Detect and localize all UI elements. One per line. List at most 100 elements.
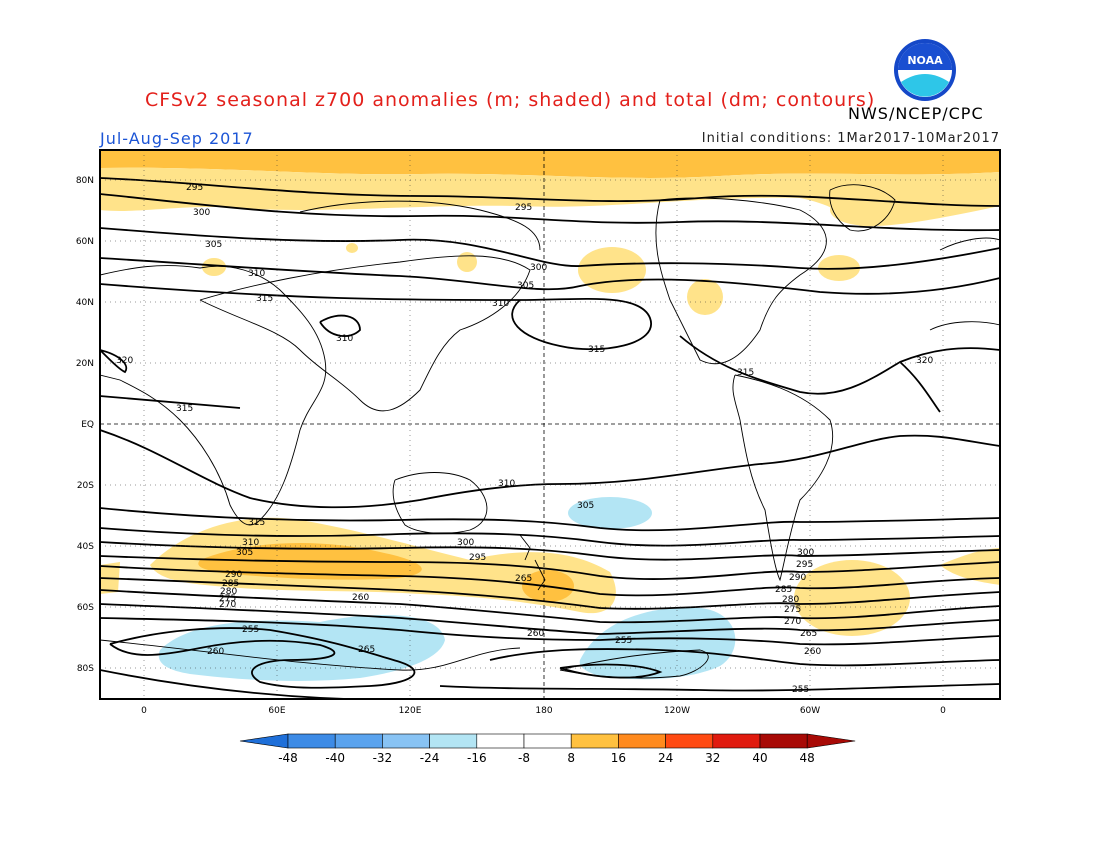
colorbar-tick-label: 24 [658, 751, 673, 765]
agency-label: NWS/NCEP/CPC [848, 104, 984, 123]
contour-label: 310 [498, 479, 515, 489]
contour-label: 300 [457, 538, 474, 548]
colorbar-swatch [476, 733, 525, 749]
contour-label: 315 [737, 368, 754, 378]
colorbar-swatch [382, 733, 430, 749]
colorbar-swatch [712, 733, 761, 749]
colorbar-tick-label: -8 [518, 751, 530, 765]
colorbar-tick-label: 16 [611, 751, 626, 765]
contour-label: 265 [800, 629, 817, 639]
contour-label: 260 [352, 593, 369, 603]
contour-label: 295 [186, 183, 203, 193]
contour-label: 310 [492, 299, 509, 309]
contour-label: 310 [248, 269, 265, 279]
lat-label: 80S [77, 664, 94, 674]
colorbar-swatch [618, 733, 666, 749]
contour-label: 305 [577, 501, 594, 511]
colorbar-tick-label: 8 [567, 751, 575, 765]
contour-label: 310 [336, 334, 353, 344]
contour-label: 260 [804, 647, 821, 657]
contour-label: 305 [236, 548, 253, 558]
lat-label: 20S [77, 481, 94, 491]
lat-label: 60N [76, 237, 94, 247]
colorbar-swatch [570, 733, 619, 749]
colorbar-tick-label: -24 [420, 751, 440, 765]
lon-label: 180 [535, 706, 552, 716]
lat-label: 40S [77, 542, 94, 552]
lat-label: 20N [76, 359, 94, 369]
contour-label: 305 [517, 281, 534, 291]
colorbar-tick-label: -32 [373, 751, 393, 765]
colorbar-swatch [665, 733, 714, 749]
contour-label: 315 [248, 518, 265, 528]
colorbar-tick-label: 40 [752, 751, 767, 765]
colorbar-tick-label: -40 [325, 751, 345, 765]
longitude-axis: 0 60E 120E 180 120W 60W 0 [141, 706, 946, 716]
lon-label: 0 [940, 706, 946, 716]
contour-label: 315 [588, 345, 605, 355]
graticule [100, 150, 1000, 699]
lon-label: 60E [268, 706, 285, 716]
colorbar-left-arrow [239, 733, 289, 749]
anomaly-shading [100, 150, 1000, 681]
colorbar-tick-label: -48 [278, 751, 298, 765]
forecast-period: Jul-Aug-Sep 2017 [100, 129, 254, 148]
colorbar-tick-label: 48 [800, 751, 815, 765]
lon-label: 120E [399, 706, 422, 716]
contour-label: 300 [193, 208, 210, 218]
contour-label: 300 [530, 263, 547, 273]
contour-label: 290 [789, 573, 806, 583]
contour-label: 285 [222, 579, 239, 589]
contour-label-group: 295 300 305 310 315 320 295 300 305 310 … [116, 183, 933, 695]
contour-label: 260 [207, 647, 224, 657]
initial-conditions: Initial conditions: 1Mar2017-10Mar2017 [701, 131, 1000, 146]
lat-label: EQ [81, 420, 94, 430]
colorbar-swatch [759, 733, 808, 749]
contour-label: 310 [242, 538, 259, 548]
lat-label: 80N [76, 176, 94, 186]
map-frame [99, 149, 1001, 700]
contour-label: 295 [796, 560, 813, 570]
colorbar-right-arrow [806, 733, 856, 749]
lon-label: 120W [664, 706, 690, 716]
svg-text:NOAA: NOAA [907, 54, 943, 67]
contour-label: 255 [792, 685, 809, 695]
contour-label: 280 [782, 595, 799, 605]
contour-label: 295 [469, 553, 486, 563]
lat-label: 40N [76, 298, 94, 308]
latitude-axis: 80N 60N 40N 20N EQ 20S 40S 60S 80S [76, 176, 94, 674]
lon-label: 0 [141, 706, 147, 716]
colorbar-tick-label: -16 [467, 751, 487, 765]
contour-label: 305 [205, 240, 222, 250]
contour-label: 320 [916, 356, 933, 366]
colorbar-swatch [334, 733, 383, 749]
contour-label: 270 [219, 600, 236, 610]
noaa-logo-icon: NOAA [894, 39, 956, 101]
contour-label: 260 [527, 629, 544, 639]
colorbar-tick-label: 32 [705, 751, 720, 765]
lon-label: 60W [800, 706, 820, 716]
contour-label: 315 [176, 404, 193, 414]
lat-label: 60S [77, 603, 94, 613]
contour-label: 285 [775, 585, 792, 595]
contour-label: 280 [220, 587, 237, 597]
contour-label: 320 [116, 356, 133, 366]
colorbar: -48 -40 -32 -24 -16 -8 8 16 24 32 40 48 [239, 733, 856, 765]
contour-label: 290 [225, 570, 242, 580]
contour-label: 275 [784, 605, 801, 615]
contour-label: 265 [358, 645, 375, 655]
colorbar-swatch [287, 733, 336, 749]
contour-label: 270 [784, 617, 801, 627]
contour-label: 300 [797, 548, 814, 558]
contour-label: 265 [515, 574, 532, 584]
contour-label: 295 [515, 203, 532, 213]
contour-label: 315 [256, 294, 273, 304]
contour-label: 255 [615, 636, 632, 646]
colorbar-swatch [429, 733, 478, 749]
colorbar-swatch [523, 733, 572, 749]
height-contours [100, 177, 1000, 699]
contour-label: 255 [242, 625, 259, 635]
contour-label: 275 [219, 594, 236, 604]
chart-title: CFSv2 seasonal z700 anomalies (m; shaded… [145, 89, 876, 111]
